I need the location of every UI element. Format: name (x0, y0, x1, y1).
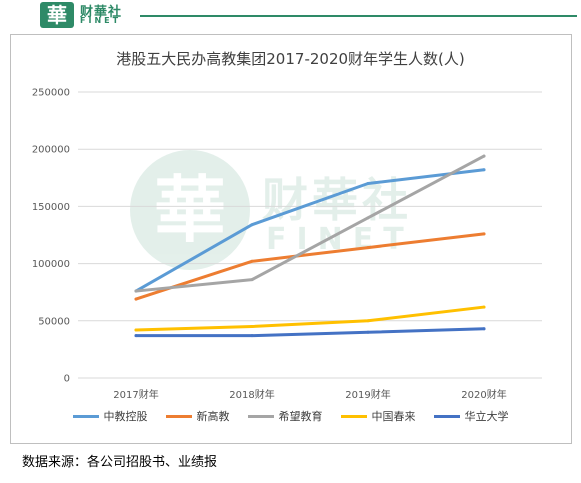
data-point (250, 223, 254, 227)
x-tick-label: 2020财年 (461, 388, 506, 401)
data-point (366, 182, 370, 186)
legend-swatch (72, 414, 99, 418)
legend-item: 新高教 (165, 408, 230, 424)
data-point (482, 327, 486, 331)
legend-label: 新高教 (196, 410, 230, 423)
data-point (134, 289, 138, 293)
series-line-4 (134, 305, 486, 332)
data-point (366, 216, 370, 220)
brand-divider (140, 15, 577, 17)
x-tick-label: 2018财年 (229, 388, 274, 401)
legend-item: 中教控股 (72, 408, 148, 424)
data-point (482, 168, 486, 172)
y-tick-label: 0 (64, 374, 70, 385)
data-point (366, 319, 370, 323)
series-line-1 (134, 168, 486, 293)
brand-name: 财華社 (80, 5, 123, 20)
legend-swatch (165, 414, 192, 418)
data-point (134, 334, 138, 338)
series-line-2 (134, 232, 486, 301)
legend-item: 希望教育 (247, 408, 323, 424)
y-tick-label: 200000 (32, 145, 70, 156)
finet-logo-icon: 華 (40, 2, 74, 28)
data-point (134, 297, 138, 301)
brand-header: 華 财華社 FINET (0, 0, 581, 30)
x-tick-label: 2019财年 (345, 388, 390, 401)
data-point (482, 154, 486, 158)
legend-label: 中教控股 (103, 410, 148, 423)
x-tick-label: 2017财年 (113, 388, 158, 401)
legend-swatch (247, 414, 274, 418)
legend-swatch (433, 414, 460, 418)
data-point (250, 325, 254, 329)
legend-item: 中国春来 (340, 408, 416, 424)
data-point (250, 259, 254, 263)
data-point (366, 330, 370, 334)
data-point (134, 328, 138, 332)
data-point (482, 232, 486, 236)
chart-title: 港股五大民办高教集团2017-2020财年学生人数(人) (116, 50, 465, 68)
legend-label: 中国春来 (371, 410, 416, 423)
legend-swatch (340, 414, 367, 418)
chart-legend: 中教控股 新高教 希望教育 中国春来 华立大学 (0, 408, 581, 424)
source-note: 数据来源：各公司招股书、业绩报 (22, 455, 218, 470)
y-tick-label: 150000 (32, 202, 70, 213)
series-line-5 (134, 327, 486, 338)
legend-label: 华立大学 (464, 410, 509, 423)
series-line-3 (134, 154, 486, 293)
y-tick-label: 50000 (38, 316, 70, 327)
brand-subtitle: FINET (80, 16, 122, 25)
y-tick-label: 250000 (32, 88, 70, 99)
legend-label: 希望教育 (278, 410, 323, 423)
data-point (250, 334, 254, 338)
data-point (482, 305, 486, 309)
y-tick-label: 100000 (32, 259, 70, 270)
data-point (366, 246, 370, 250)
chart-frame (10, 34, 572, 444)
legend-item: 华立大学 (433, 408, 509, 424)
data-point (250, 278, 254, 282)
